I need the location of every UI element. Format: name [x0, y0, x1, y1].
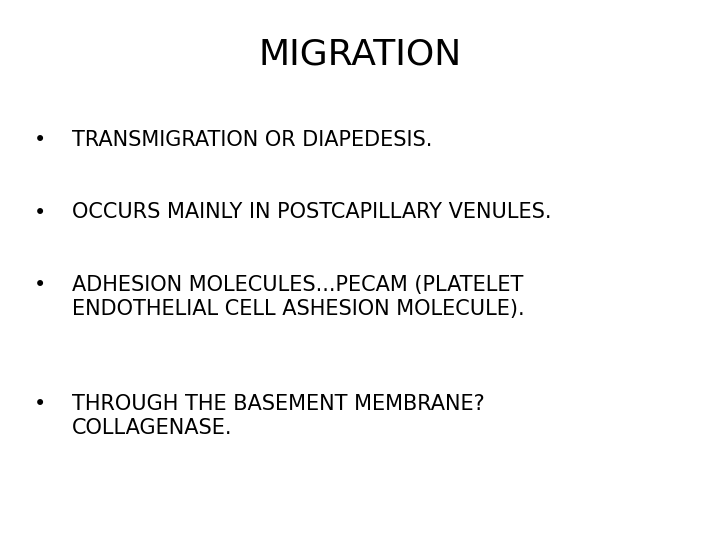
Text: •: • — [33, 202, 46, 222]
Text: THROUGH THE BASEMENT MEMBRANE?
COLLAGENASE.: THROUGH THE BASEMENT MEMBRANE? COLLAGENA… — [72, 394, 485, 438]
Text: MIGRATION: MIGRATION — [258, 38, 462, 72]
Text: •: • — [33, 130, 46, 150]
Text: TRANSMIGRATION OR DIAPEDESIS.: TRANSMIGRATION OR DIAPEDESIS. — [72, 130, 433, 150]
Text: ADHESION MOLECULES...PECAM (PLATELET
ENDOTHELIAL CELL ASHESION MOLECULE).: ADHESION MOLECULES...PECAM (PLATELET END… — [72, 275, 525, 319]
Text: •: • — [33, 275, 46, 295]
Text: •: • — [33, 394, 46, 414]
Text: OCCURS MAINLY IN POSTCAPILLARY VENULES.: OCCURS MAINLY IN POSTCAPILLARY VENULES. — [72, 202, 552, 222]
